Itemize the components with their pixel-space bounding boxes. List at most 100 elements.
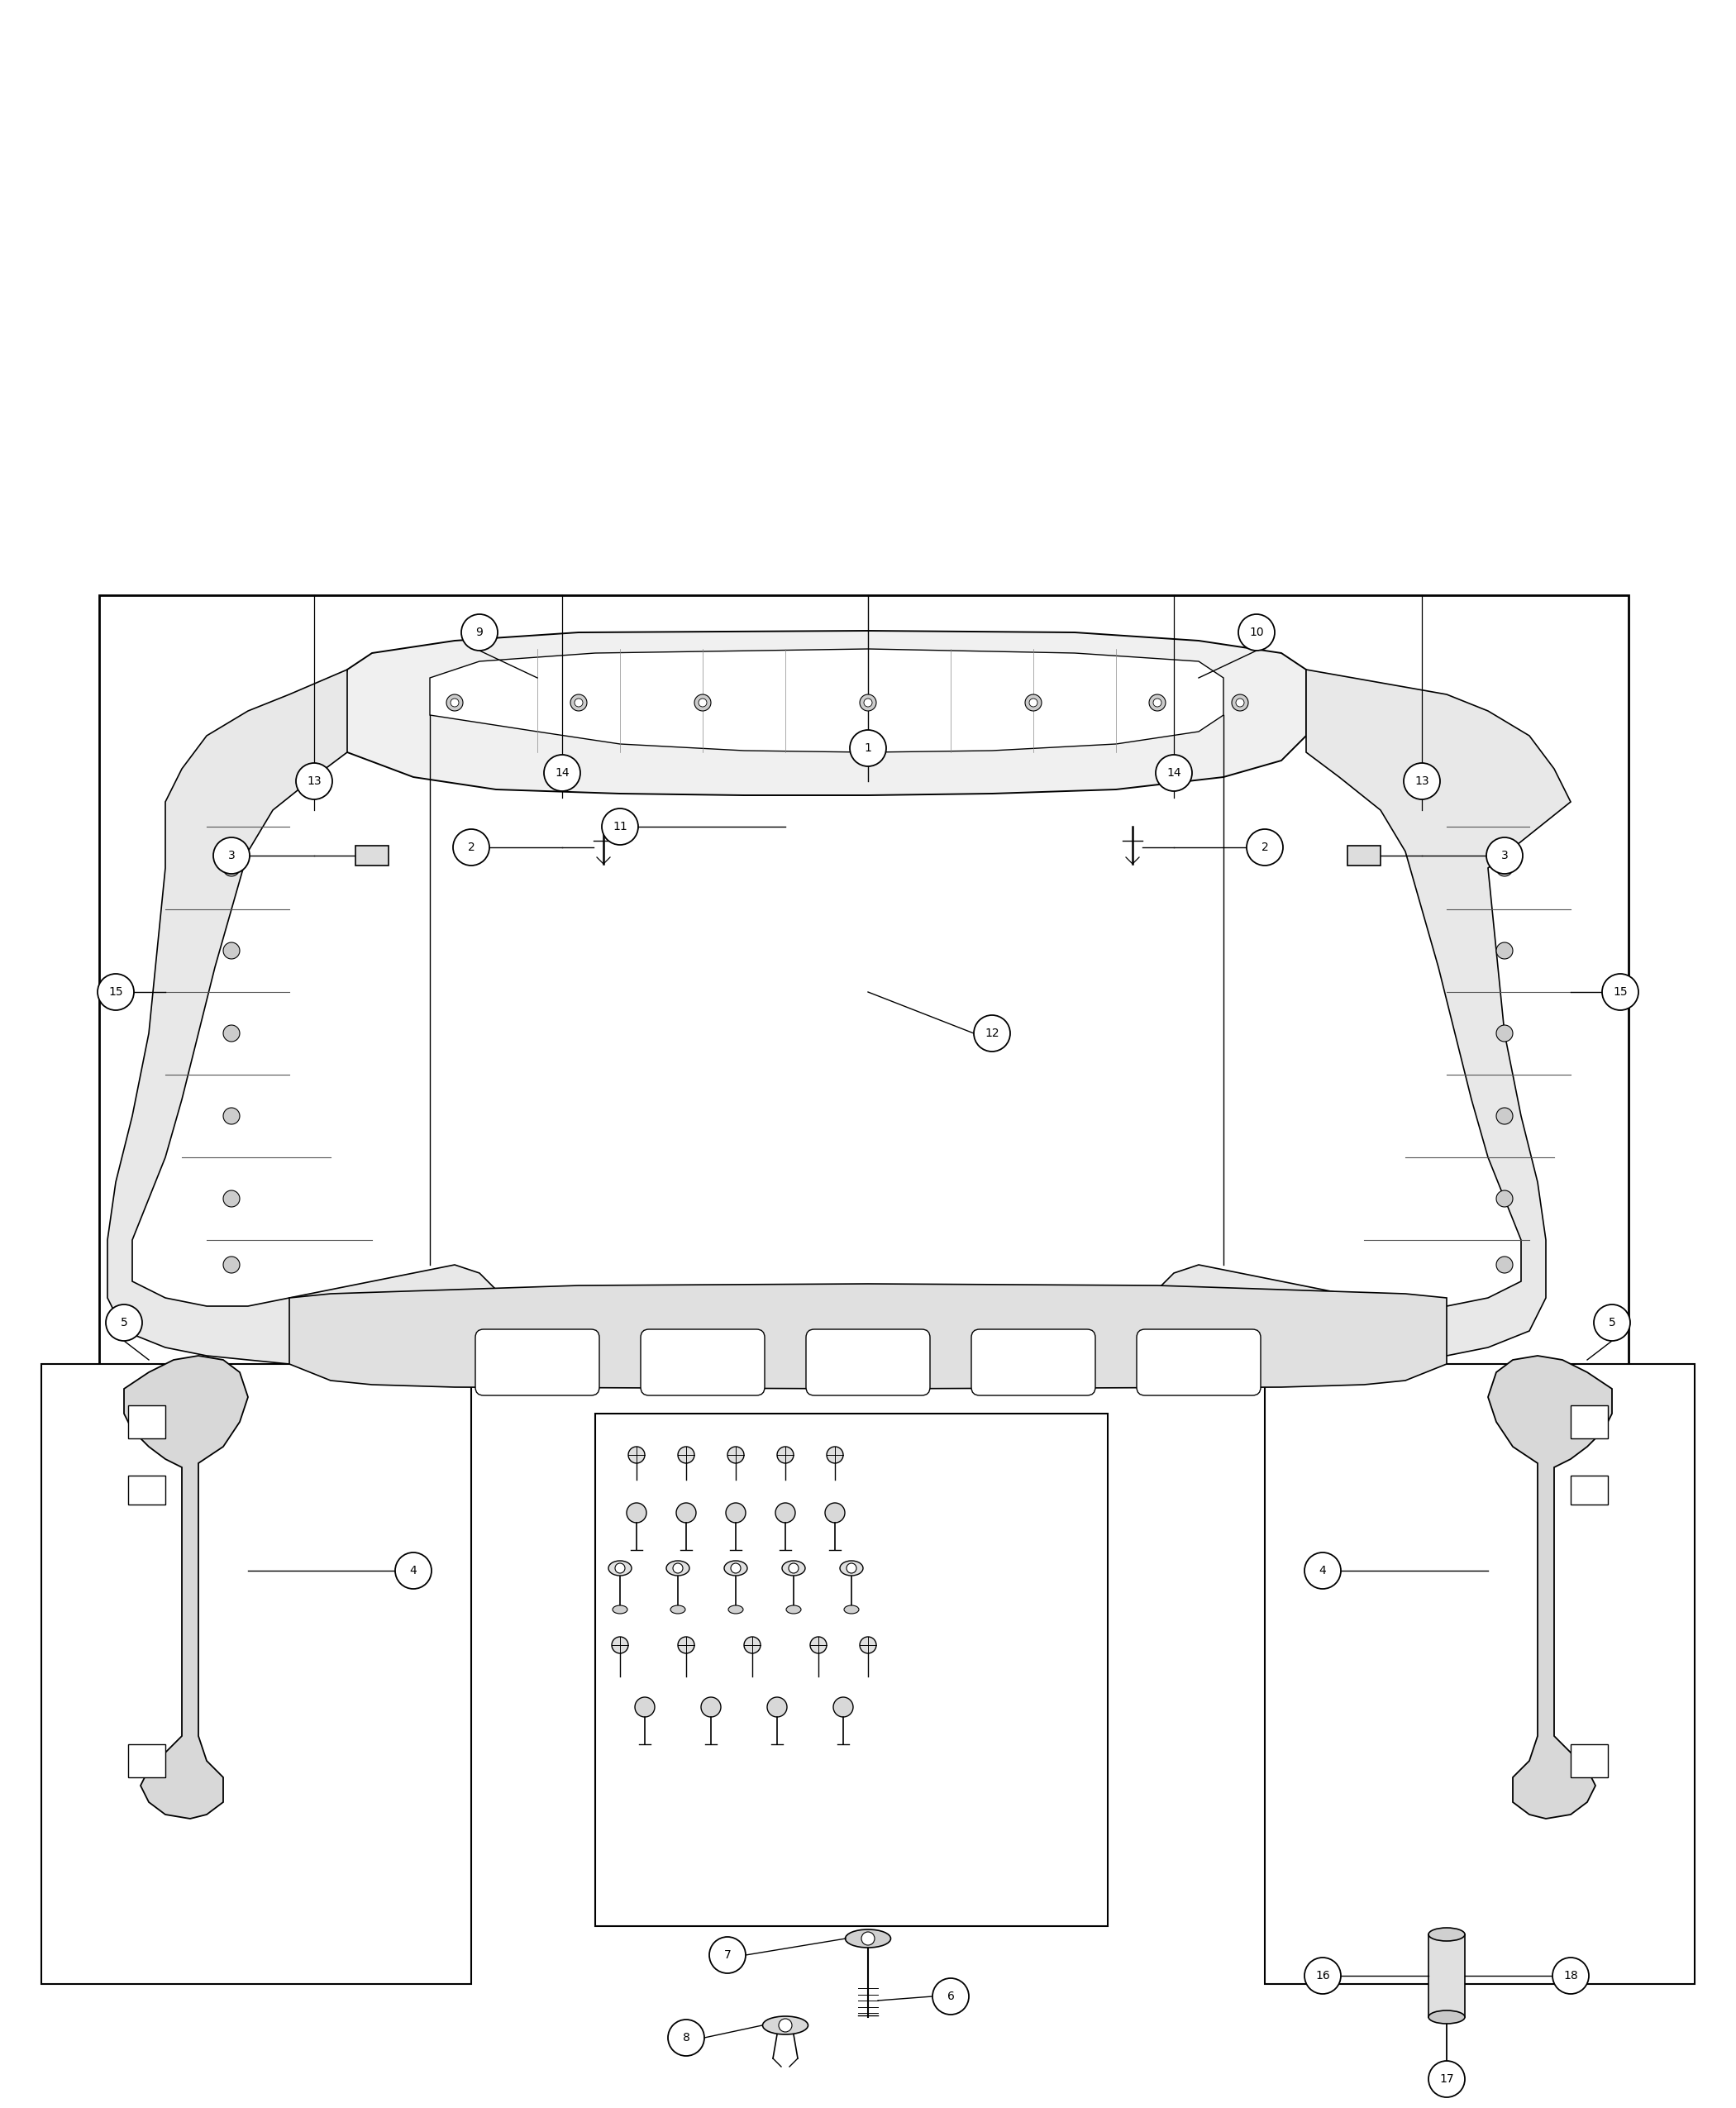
Text: 4: 4: [410, 1564, 417, 1577]
FancyBboxPatch shape: [1347, 845, 1380, 866]
Circle shape: [628, 1446, 644, 1463]
Text: 13: 13: [1415, 776, 1429, 786]
Circle shape: [224, 1191, 240, 1208]
Polygon shape: [330, 630, 1305, 795]
Circle shape: [726, 1503, 746, 1522]
Circle shape: [701, 1697, 720, 1718]
Ellipse shape: [1429, 2011, 1465, 2024]
Text: 17: 17: [1439, 2074, 1455, 2085]
Circle shape: [1496, 860, 1512, 877]
Circle shape: [571, 694, 587, 710]
Text: 16: 16: [1316, 1971, 1330, 1982]
FancyBboxPatch shape: [128, 1476, 165, 1505]
Ellipse shape: [844, 1606, 859, 1613]
Text: 9: 9: [476, 626, 483, 639]
Ellipse shape: [781, 1560, 806, 1575]
Circle shape: [779, 2019, 792, 2032]
Circle shape: [826, 1446, 844, 1463]
FancyBboxPatch shape: [806, 1330, 930, 1395]
Circle shape: [543, 755, 580, 790]
Circle shape: [668, 2019, 705, 2055]
Circle shape: [677, 1636, 694, 1653]
Circle shape: [677, 1503, 696, 1522]
Circle shape: [1594, 1305, 1630, 1341]
Circle shape: [1496, 1256, 1512, 1273]
Circle shape: [615, 1564, 625, 1573]
Circle shape: [602, 809, 639, 845]
Text: 4: 4: [1319, 1564, 1326, 1577]
Circle shape: [1496, 1024, 1512, 1041]
Circle shape: [1236, 698, 1245, 706]
Circle shape: [861, 1931, 875, 1946]
Text: 14: 14: [556, 767, 569, 778]
Circle shape: [745, 1636, 760, 1653]
Circle shape: [710, 1937, 746, 1973]
FancyBboxPatch shape: [972, 1330, 1095, 1395]
Circle shape: [611, 1636, 628, 1653]
Ellipse shape: [786, 1606, 800, 1613]
Ellipse shape: [608, 1560, 632, 1575]
FancyBboxPatch shape: [1571, 1406, 1608, 1438]
Circle shape: [1486, 837, 1522, 875]
Circle shape: [1552, 1958, 1588, 1994]
Circle shape: [224, 942, 240, 959]
Circle shape: [731, 1564, 741, 1573]
Text: 3: 3: [227, 850, 234, 862]
Text: 15: 15: [1613, 987, 1628, 997]
FancyBboxPatch shape: [1137, 1330, 1260, 1395]
Circle shape: [446, 694, 464, 710]
Circle shape: [1304, 1958, 1340, 1994]
FancyBboxPatch shape: [641, 1330, 764, 1395]
Text: 8: 8: [682, 2032, 689, 2043]
Ellipse shape: [613, 1606, 627, 1613]
Circle shape: [451, 698, 458, 706]
Circle shape: [106, 1305, 142, 1341]
Circle shape: [1496, 1191, 1512, 1208]
Circle shape: [851, 729, 885, 767]
Circle shape: [224, 1107, 240, 1124]
Text: 3: 3: [1502, 850, 1509, 862]
Text: 7: 7: [724, 1950, 731, 1960]
Circle shape: [575, 698, 583, 706]
Circle shape: [1304, 1551, 1340, 1589]
Circle shape: [97, 974, 134, 1010]
Text: 5: 5: [120, 1318, 128, 1328]
Text: 18: 18: [1564, 1971, 1578, 1982]
Circle shape: [674, 1564, 682, 1573]
Circle shape: [859, 694, 877, 710]
Text: 10: 10: [1250, 626, 1264, 639]
Ellipse shape: [670, 1606, 686, 1613]
Polygon shape: [1488, 1355, 1613, 1819]
Circle shape: [1404, 763, 1441, 799]
FancyBboxPatch shape: [1571, 1743, 1608, 1777]
FancyBboxPatch shape: [42, 1364, 470, 1984]
Circle shape: [847, 1564, 856, 1573]
Circle shape: [295, 763, 332, 799]
Circle shape: [1233, 694, 1248, 710]
Polygon shape: [108, 670, 496, 1364]
Circle shape: [932, 1977, 969, 2015]
Circle shape: [811, 1636, 826, 1653]
Polygon shape: [123, 1355, 248, 1819]
Text: 15: 15: [108, 987, 123, 997]
FancyBboxPatch shape: [595, 1414, 1108, 1927]
Circle shape: [635, 1697, 654, 1718]
Text: 6: 6: [948, 1990, 955, 2003]
Circle shape: [865, 698, 871, 706]
FancyBboxPatch shape: [1266, 1364, 1694, 1984]
Circle shape: [1238, 613, 1274, 651]
Circle shape: [694, 694, 712, 710]
Circle shape: [224, 860, 240, 877]
Circle shape: [224, 1256, 240, 1273]
Circle shape: [453, 828, 490, 866]
Ellipse shape: [762, 2015, 807, 2034]
Ellipse shape: [845, 1929, 891, 1948]
Circle shape: [396, 1551, 432, 1589]
FancyBboxPatch shape: [476, 1330, 599, 1395]
Circle shape: [627, 1503, 646, 1522]
Circle shape: [1153, 698, 1161, 706]
Text: 1: 1: [865, 742, 871, 755]
FancyBboxPatch shape: [356, 845, 389, 866]
Circle shape: [1029, 698, 1038, 706]
Polygon shape: [1158, 670, 1571, 1364]
